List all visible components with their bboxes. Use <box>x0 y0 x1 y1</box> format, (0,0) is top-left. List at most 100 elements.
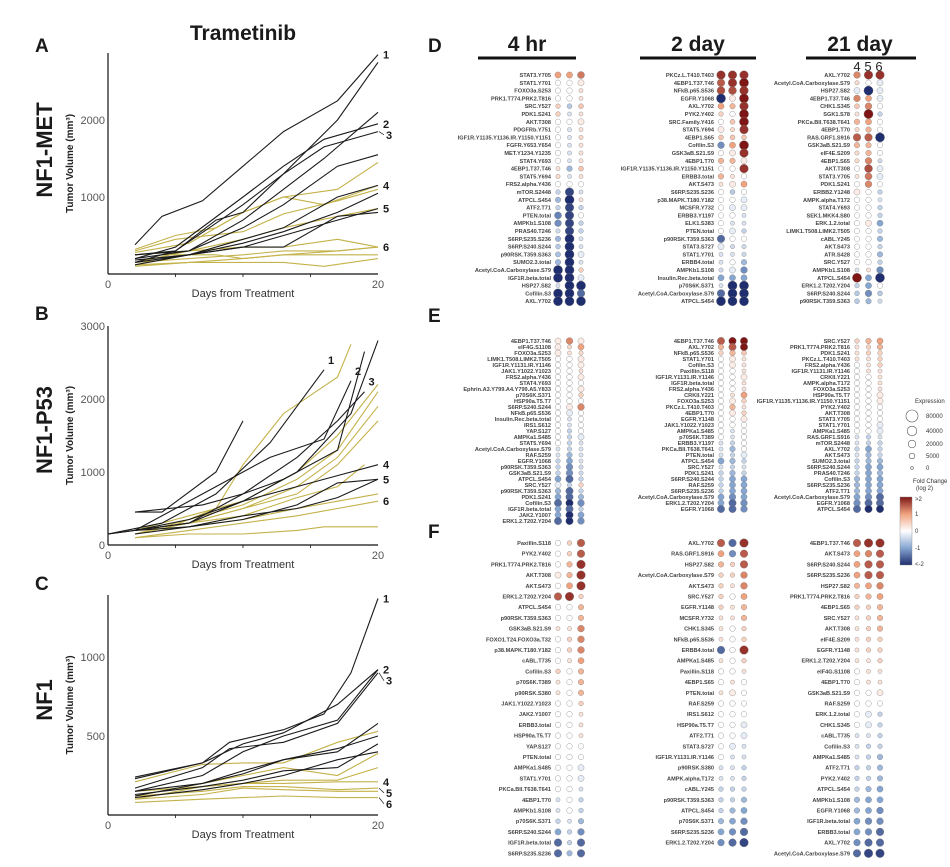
fold-change-bubble <box>566 636 573 642</box>
bubble-panel-d: D STAT3.Y705 STAT1.Y701 FOXO3a.S253PRK1.T77… <box>428 36 885 306</box>
protein-label: SRC.Y527 <box>824 339 850 345</box>
protein-label: PYK2.Y402 <box>522 552 551 558</box>
fold-change-bubble <box>729 470 736 476</box>
protein-label: p90RSK.T359.S363 <box>501 489 551 495</box>
protein-label: p90RSK.T359.S363 <box>800 299 850 305</box>
y-tick-label: 3000 <box>81 321 105 333</box>
fold-change-bubble <box>739 93 749 104</box>
fold-change-bubble <box>718 679 724 686</box>
protein-label: PKCz.L.T410.T403 <box>802 357 850 363</box>
fold-change-bubble <box>877 189 883 195</box>
fold-change-bubble <box>854 615 860 621</box>
figure-title: Trametinib <box>190 22 296 45</box>
fold-change-bubble <box>739 560 749 569</box>
fold-change-bubble <box>577 433 585 441</box>
protein-label: HSP90a.T5.T7 <box>514 399 551 405</box>
fold-change-bubble <box>864 838 873 847</box>
protein-label: S6RP.S240.S244 <box>508 405 552 411</box>
fold-change-bubble <box>717 141 725 149</box>
fold-change-bubble <box>741 754 747 760</box>
fold-change-bubble <box>876 817 884 825</box>
fold-change-bubble <box>865 475 872 483</box>
protein-label: PRK1.T774.PRK2.T816 <box>790 345 850 351</box>
fold-change-bubble <box>718 428 724 434</box>
fold-change-bubble <box>718 615 724 621</box>
tumor-line-gold <box>134 526 378 539</box>
fold-change-bubble <box>555 228 561 234</box>
fold-change-bubble <box>578 174 584 179</box>
replicate-label-4: 4 <box>853 59 860 74</box>
fold-change-bubble <box>565 337 574 345</box>
fold-change-bubble <box>566 95 573 102</box>
fold-change-bubble <box>864 102 873 110</box>
fold-change-bubble <box>865 392 872 398</box>
fold-change-bubble <box>853 94 861 102</box>
fold-change-bubble <box>865 204 872 211</box>
legend-size-label: 40000 <box>926 429 943 435</box>
fold-change-bubble <box>741 398 747 404</box>
fold-change-bubble <box>854 470 860 476</box>
fold-change-bubble <box>578 470 584 476</box>
fold-change-bubble <box>877 386 883 392</box>
fold-change-bubble <box>865 469 872 477</box>
fold-change-bubble <box>740 266 748 274</box>
fold-change-bubble <box>728 550 737 558</box>
fold-change-bubble <box>555 700 561 707</box>
fold-change-bubble <box>741 350 747 356</box>
fold-change-bubble <box>567 158 572 164</box>
fold-change-bubble <box>578 189 584 195</box>
fold-change-bubble <box>877 344 883 350</box>
fold-change-bubble <box>741 744 747 749</box>
fold-change-bubble <box>555 398 561 404</box>
protein-label: 4EBP1.T37.T46 <box>810 541 850 547</box>
protein-label: YAP.S127 <box>526 429 551 435</box>
fold-change-bubble <box>566 572 573 579</box>
fold-change-bubble <box>578 212 584 219</box>
fold-change-bubble <box>729 95 736 102</box>
fold-change-bubble <box>865 754 872 760</box>
fold-change-bubble <box>853 87 861 94</box>
fold-change-bubble <box>567 111 572 117</box>
tumor-line-gold <box>134 258 379 267</box>
fold-change-bubble <box>718 283 724 288</box>
fold-change-bubble <box>555 775 561 782</box>
fold-change-bubble <box>554 828 562 836</box>
fold-change-bubble <box>578 668 584 675</box>
y-tick-label: 500 <box>87 731 105 743</box>
legend-size-label: 0 <box>926 466 930 472</box>
fold-change-bubble <box>741 244 747 249</box>
fold-change-bubble <box>577 499 585 507</box>
fold-change-bubble <box>565 218 574 228</box>
protein-label: PKCz.L.T410.T403 <box>666 405 714 411</box>
protein-label: RAF.S259 <box>689 702 715 708</box>
fold-change-bubble <box>877 259 883 265</box>
fold-change-bubble <box>576 570 586 580</box>
fold-change-bubble <box>567 626 572 631</box>
fold-change-bubble <box>718 220 724 227</box>
fold-change-bubble <box>876 337 884 345</box>
fold-change-bubble <box>854 142 860 149</box>
protein-label: IGF1R.beta.total <box>671 381 714 387</box>
fold-change-bubble <box>730 754 735 760</box>
protein-label: AMPK.alpha.T172 <box>667 776 714 782</box>
fold-change-bubble <box>876 95 884 102</box>
protein-label: EGFR.Y1068 <box>817 809 850 815</box>
bubble-panel-e: E4EBP1.T37.T46eIF4G.S1108FOXO3a.S253LIMK… <box>428 306 884 525</box>
tumor-line-black <box>107 464 379 535</box>
protein-label: IGF1R.Y1131.IR.Y1146 <box>656 755 714 761</box>
colorbar-tick: 0 <box>915 529 919 535</box>
fold-change-bubble <box>854 220 860 227</box>
y-tick-label: 1000 <box>81 467 105 479</box>
line-label: 1 <box>383 594 389 606</box>
fold-change-bubble <box>718 157 724 164</box>
line-label: 6 <box>383 242 389 254</box>
fold-change-bubble <box>741 775 747 781</box>
fold-change-bubble <box>740 415 748 423</box>
fold-change-bubble <box>877 470 883 476</box>
fold-change-bubble <box>718 212 724 219</box>
tumor-line-black <box>134 154 379 256</box>
fold-change-bubble <box>578 205 584 211</box>
fold-change-bubble <box>853 571 861 579</box>
protein-label: JAK1.Y1022.Y1023 <box>501 702 551 708</box>
protein-label: PTEN.total <box>523 755 552 761</box>
